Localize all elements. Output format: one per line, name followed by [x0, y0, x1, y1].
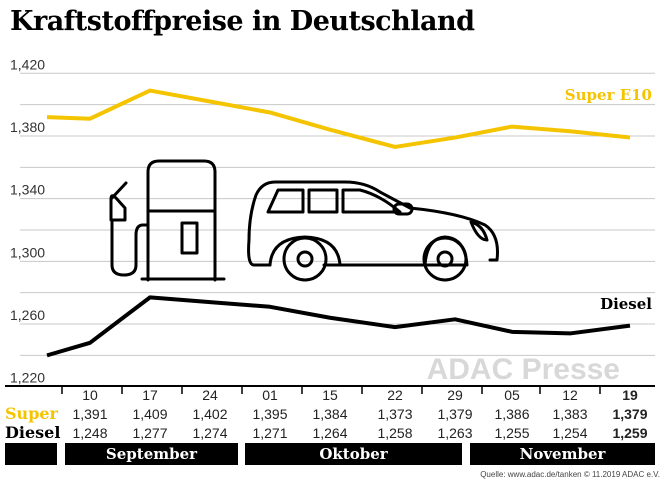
row-label-diesel: Diesel: [5, 423, 60, 442]
row-label-super: Super: [5, 404, 59, 423]
data-label: 1,274: [192, 425, 227, 441]
data-label: 1,383: [552, 406, 587, 422]
month-bar: [5, 443, 57, 465]
x-tick-label: 10: [82, 387, 98, 403]
car-icon: [247, 180, 499, 282]
month-bar: [470, 443, 655, 465]
data-label: 1,386: [494, 406, 529, 422]
fuel-pump-icon: [109, 159, 226, 282]
data-label: 1,271: [252, 425, 287, 441]
month-label: November: [520, 445, 607, 463]
series-label-super-e10: Super E10: [565, 86, 652, 104]
x-tick-label: 05: [504, 387, 520, 403]
x-tick-label: 01: [262, 387, 278, 403]
month-label: Oktober: [319, 445, 388, 463]
x-tick-label: 17: [142, 387, 158, 403]
data-label: 1,248: [72, 425, 107, 441]
data-label: 1,384: [312, 406, 347, 422]
data-label: 1,258: [377, 425, 412, 441]
data-label: 1,409: [132, 406, 167, 422]
series-line-diesel: [46, 295, 631, 358]
x-tick-label: 19: [622, 387, 638, 403]
data-label: 1,379: [437, 406, 472, 422]
watermark: ADAC Presse: [427, 353, 620, 386]
y-tick-label: 1,300: [10, 244, 45, 260]
data-label: 1,395: [252, 406, 287, 422]
y-tick-label: 1,380: [10, 119, 45, 135]
series-label-diesel: Diesel: [600, 295, 652, 313]
x-tick-label: 24: [202, 387, 218, 403]
data-label: 1,263: [437, 425, 472, 441]
data-label: 1,255: [494, 425, 529, 441]
data-label: 1,259: [612, 425, 647, 441]
x-tick-label: 12: [562, 387, 578, 403]
x-tick-label: 22: [387, 387, 403, 403]
month-label: September: [106, 445, 198, 463]
chart-title: Kraftstoffpreise in Deutschland: [10, 6, 475, 37]
x-tick-label: 29: [447, 387, 463, 403]
x-tick-label: 15: [322, 387, 338, 403]
data-label: 1,264: [312, 425, 347, 441]
y-tick-label: 1,260: [10, 307, 45, 323]
data-label: 1,391: [72, 406, 107, 422]
month-bar: [245, 443, 462, 465]
y-tick-label: 1,340: [10, 182, 45, 198]
data-label: 1,379: [612, 406, 647, 422]
y-tick-label: 1,220: [10, 370, 45, 386]
series-line-super-e10: [46, 88, 631, 149]
data-label: 1,254: [552, 425, 587, 441]
data-label: 1,373: [377, 406, 412, 422]
data-label: 1,402: [192, 406, 227, 422]
source-note: Quelle: www.adac.de/tanken © 11.2019 ADA…: [480, 470, 660, 479]
y-tick-label: 1,420: [10, 56, 45, 72]
month-bar: [65, 443, 238, 465]
data-label: 1,277: [132, 425, 167, 441]
